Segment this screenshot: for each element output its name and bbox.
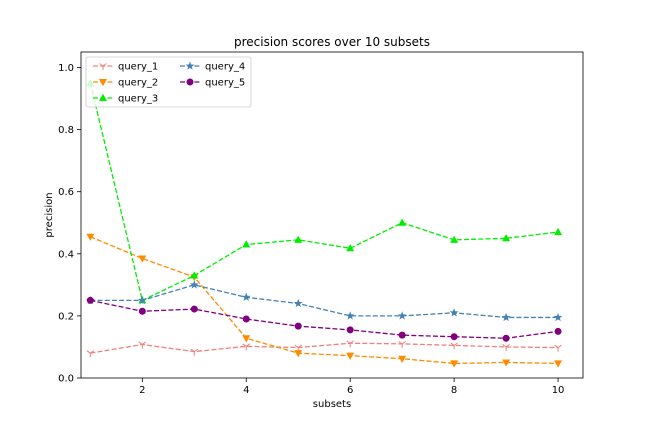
plot-frame (80, 51, 584, 379)
data-point-query_3 (554, 227, 563, 236)
legend-entry-query_3: query_3 (93, 94, 158, 105)
data-point-query_1 (398, 340, 406, 348)
y-tick-label: 0.2 (58, 311, 74, 322)
y-tick-label: 0.8 (58, 125, 74, 136)
series-line-query_1 (90, 342, 559, 354)
data-point-query_5 (242, 315, 250, 323)
legend-label: query_5 (205, 78, 245, 89)
data-point-query_3 (398, 218, 407, 226)
data-point-query_4 (501, 312, 511, 322)
data-point-query_3 (502, 234, 511, 242)
data-point-query_5 (450, 333, 458, 341)
data-point-query_5 (502, 334, 510, 342)
x-axis-label: subsets (313, 399, 351, 410)
data-point-query_2 (86, 233, 95, 241)
x-tick-label: 10 (552, 385, 565, 396)
x-axis: 2 4 6 8 10 (139, 378, 564, 396)
data-point-query_2 (138, 255, 147, 263)
legend: query_1 query_2 query_3 query_4 query_5 (85, 56, 252, 108)
data-point-query_5 (294, 322, 302, 330)
data-point-query_2 (502, 359, 511, 367)
data-point-query_5 (138, 307, 146, 315)
data-point-query_4 (397, 311, 407, 320)
y-tick-label: 0.6 (58, 187, 74, 198)
legend-marker (185, 61, 195, 70)
data-point-query_2 (398, 355, 407, 363)
data-point-query_3 (242, 240, 251, 248)
legend-entry-query_5: query_5 (180, 78, 245, 89)
y-tick-label: 0.4 (58, 249, 74, 260)
data-point-query_2 (554, 360, 563, 368)
data-point-query_2 (294, 350, 303, 358)
data-point-query_4 (345, 311, 355, 320)
data-point-query_1 (138, 341, 147, 349)
data-point-query_1 (86, 350, 95, 358)
data-point-query_3 (450, 235, 459, 243)
data-point-query_1 (242, 343, 251, 351)
data-point-query_4 (137, 295, 147, 305)
legend-label: query_4 (205, 62, 245, 73)
legend-marker (99, 79, 107, 87)
data-point-query_5 (346, 326, 354, 334)
data-point-query_3 (294, 235, 303, 243)
legend-label: query_2 (118, 78, 158, 89)
data-point-query_1 (190, 348, 199, 356)
legend-entry-query_1: query_1 (93, 62, 158, 73)
legend-entry-query_2: query_2 (93, 78, 158, 89)
x-tick-label: 8 (451, 385, 457, 396)
x-tick-label: 2 (139, 385, 145, 396)
data-point-query_5 (554, 327, 562, 335)
y-axis-label: precision (44, 192, 55, 237)
data-point-query_4 (449, 308, 459, 317)
y-tick-label: 1.0 (58, 63, 74, 74)
legend-entry-query_4: query_4 (180, 61, 245, 73)
data-point-query_4 (553, 312, 563, 322)
series-query_5 (86, 296, 562, 342)
series-line-query_3 (89, 82, 559, 302)
y-tick-label: 0.0 (58, 374, 74, 385)
series-line-query_5 (90, 299, 559, 339)
data-point-query_4 (189, 280, 199, 289)
data-point-query_5 (190, 305, 198, 313)
legend-marker (186, 78, 194, 86)
legend-label: query_3 (118, 94, 158, 105)
data-point-query_1 (450, 342, 458, 350)
data-point-query_4 (293, 298, 303, 308)
x-tick-label: 4 (243, 385, 249, 396)
data-point-query_1 (502, 344, 510, 351)
chart-title: precision scores over 10 subsets (234, 35, 430, 49)
legend-marker (99, 63, 107, 70)
data-point-query_5 (398, 331, 406, 339)
series-line-query_2 (90, 236, 559, 365)
data-point-query_2 (242, 335, 251, 343)
data-point-query_3 (346, 244, 355, 252)
data-point-query_2 (450, 360, 459, 368)
x-tick-label: 6 (347, 385, 353, 396)
y-axis: 0.0 0.2 0.4 0.6 0.8 1.0 (58, 63, 81, 385)
series-line-query_4 (90, 284, 559, 319)
data-point-query_5 (86, 296, 94, 304)
data-point-query_2 (346, 352, 355, 360)
series-query_1 (86, 340, 562, 358)
legend-label: query_1 (118, 62, 158, 73)
data-point-query_1 (346, 340, 354, 348)
data-point-query_3 (190, 271, 199, 279)
legend-box (85, 56, 252, 108)
series-layer (85, 78, 563, 368)
data-point-query_4 (241, 292, 251, 301)
data-point-query_1 (554, 344, 562, 352)
legend-marker (99, 93, 107, 101)
